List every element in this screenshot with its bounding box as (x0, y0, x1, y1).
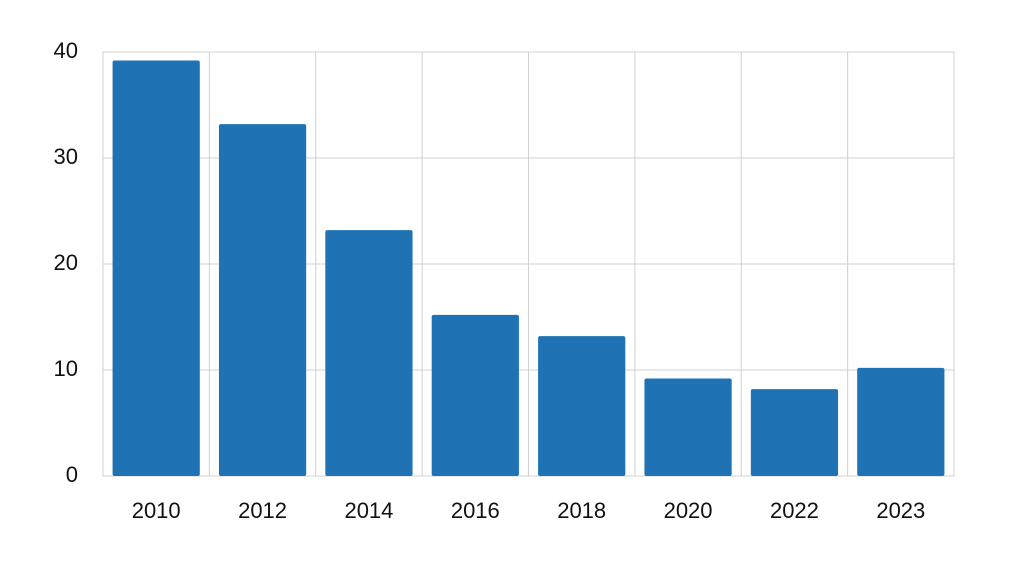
y-tick-label: 40 (54, 38, 78, 63)
y-tick-label: 20 (54, 250, 78, 275)
x-tick-label: 2010 (132, 498, 181, 523)
y-tick-label: 30 (54, 144, 78, 169)
bar (857, 367, 945, 476)
bar (218, 124, 307, 476)
x-tick-label: 2022 (770, 498, 819, 523)
x-tick-label: 2012 (238, 498, 287, 523)
bar (325, 230, 413, 476)
bar (644, 378, 732, 476)
x-tick-label: 2018 (557, 498, 606, 523)
bar (538, 336, 626, 476)
x-tick-label: 2014 (344, 498, 393, 523)
bar (750, 389, 839, 476)
x-tick-label: 2020 (664, 498, 713, 523)
y-tick-label: 0 (66, 462, 78, 487)
bar (431, 314, 519, 476)
x-tick-label: 2023 (876, 498, 925, 523)
bar (112, 60, 200, 476)
y-tick-label: 10 (54, 356, 78, 381)
x-tick-label: 2016 (451, 498, 500, 523)
